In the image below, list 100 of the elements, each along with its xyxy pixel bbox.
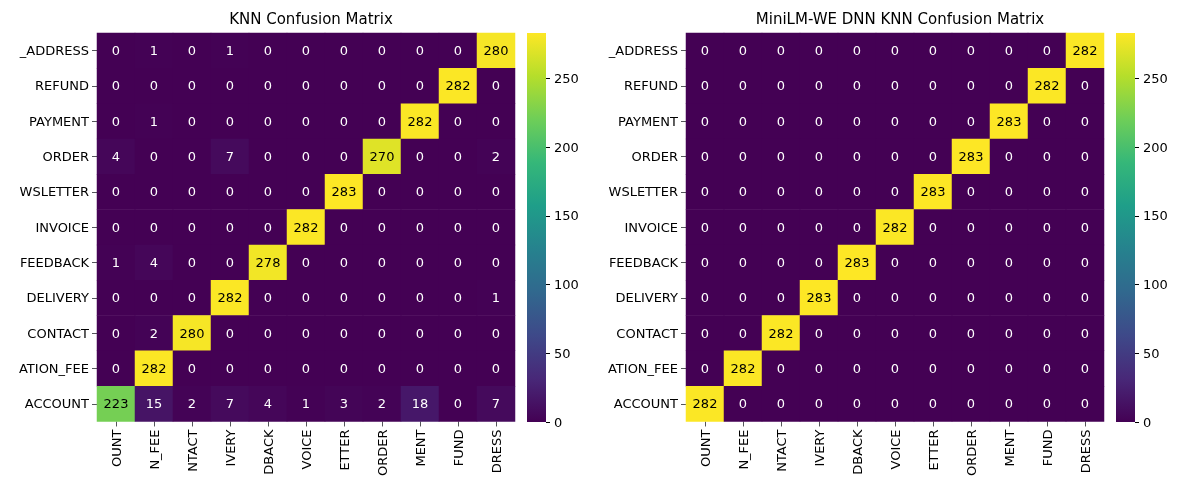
data-label: 0 <box>814 219 824 235</box>
data-label: 0 <box>1080 113 1090 129</box>
x-tick-label: N_FEE <box>146 429 162 470</box>
data-label: 0 <box>738 149 748 165</box>
data-label: 0 <box>263 290 273 306</box>
data-label: 0 <box>225 361 235 376</box>
data-label: 0 <box>700 43 710 59</box>
data-label: 0 <box>111 184 121 200</box>
data-label: 0 <box>415 325 425 341</box>
data-label: 0 <box>491 361 501 376</box>
y-tick-label: ATION_FEE <box>607 361 678 376</box>
data-label: 283 <box>958 149 984 165</box>
data-label: 0 <box>301 113 311 129</box>
data-label: 282 <box>141 361 167 376</box>
data-label: 0 <box>111 113 121 129</box>
data-label: 0 <box>814 43 824 59</box>
data-label: 0 <box>928 290 938 306</box>
y-tick-label: CONTACT <box>27 325 90 341</box>
data-label: 0 <box>377 325 387 341</box>
data-label: 0 <box>453 396 463 412</box>
color-bar-label: 150 <box>554 208 579 224</box>
data-label: 0 <box>187 113 197 129</box>
data-label: 0 <box>263 184 273 200</box>
data-label: 283 <box>844 255 870 271</box>
y-tick-label: PAYMENT <box>618 113 679 129</box>
data-label: 0 <box>491 78 501 94</box>
data-label: 283 <box>996 113 1022 129</box>
data-label: 0 <box>1004 78 1014 94</box>
data-label: 270 <box>369 149 395 165</box>
data-label: 0 <box>890 396 900 412</box>
data-label: 1 <box>225 43 235 59</box>
data-label: 0 <box>377 184 387 200</box>
data-label: 0 <box>301 78 311 94</box>
data-label: 0 <box>339 255 349 271</box>
data-label: 0 <box>149 184 159 200</box>
data-label: 0 <box>1042 219 1052 235</box>
data-label: 0 <box>700 78 710 94</box>
data-label: 0 <box>700 361 710 376</box>
data-label: 0 <box>301 361 311 376</box>
data-label: 282 <box>445 78 471 94</box>
data-label: 0 <box>453 290 463 306</box>
data-label: 0 <box>187 184 197 200</box>
color-bar-label: 0 <box>1143 414 1152 430</box>
data-label: 0 <box>1042 255 1052 271</box>
data-label: 0 <box>339 219 349 235</box>
data-label: 0 <box>1080 219 1090 235</box>
data-label: 0 <box>700 149 710 165</box>
data-label: 278 <box>255 255 281 271</box>
data-label: 1 <box>301 396 311 412</box>
data-label: 0 <box>1004 255 1014 271</box>
data-label: 0 <box>738 290 748 306</box>
data-label: 0 <box>852 43 862 59</box>
data-label: 0 <box>738 43 748 59</box>
data-label: 0 <box>814 78 824 94</box>
data-label: 0 <box>738 219 748 235</box>
data-label: 0 <box>966 43 976 59</box>
data-label: 0 <box>339 361 349 376</box>
data-label: 0 <box>339 325 349 341</box>
data-label: 0 <box>928 113 938 129</box>
data-label: 0 <box>852 290 862 306</box>
x-tick-label: NTACT <box>184 429 200 472</box>
x-tick-label: MENT <box>1001 429 1017 467</box>
data-label: 0 <box>814 184 824 200</box>
y-tick-label: FEEDBACK <box>19 255 90 271</box>
data-label: 0 <box>225 255 235 271</box>
x-tick-label: OUNT <box>108 429 124 467</box>
data-label: 0 <box>814 149 824 165</box>
data-label: 0 <box>1080 290 1090 306</box>
data-label: 0 <box>890 113 900 129</box>
color-bar-label: 100 <box>554 277 579 293</box>
data-label: 0 <box>415 149 425 165</box>
data-label: 0 <box>1004 149 1014 165</box>
color-bar-label: 0 <box>554 414 563 430</box>
y-tick-label: DELIVERY <box>26 290 90 306</box>
data-label: 0 <box>776 78 786 94</box>
data-label: 0 <box>852 219 862 235</box>
data-label: 0 <box>187 361 197 376</box>
x-tick-label: DRESS <box>1077 429 1093 474</box>
data-label: 280 <box>179 325 205 341</box>
data-label: 0 <box>966 361 976 376</box>
data-label: 0 <box>852 361 862 376</box>
data-label: 0 <box>453 361 463 376</box>
data-label: 0 <box>1004 219 1014 235</box>
data-label: 0 <box>1080 184 1090 200</box>
x-tick-label: DRESS <box>488 429 504 474</box>
data-label: 0 <box>814 113 824 129</box>
data-label: 0 <box>700 184 710 200</box>
data-label: 0 <box>377 113 387 129</box>
data-label: 0 <box>339 149 349 165</box>
data-label: 0 <box>263 43 273 59</box>
data-label: 0 <box>339 78 349 94</box>
data-label: 223 <box>103 396 129 412</box>
data-label: 0 <box>966 219 976 235</box>
data-label: 0 <box>301 325 311 341</box>
data-label: 0 <box>966 396 976 412</box>
data-label: 0 <box>491 255 501 271</box>
data-label: 0 <box>225 184 235 200</box>
data-label: 0 <box>776 149 786 165</box>
x-tick-label: ETTER <box>925 429 941 471</box>
data-label: 0 <box>700 325 710 341</box>
